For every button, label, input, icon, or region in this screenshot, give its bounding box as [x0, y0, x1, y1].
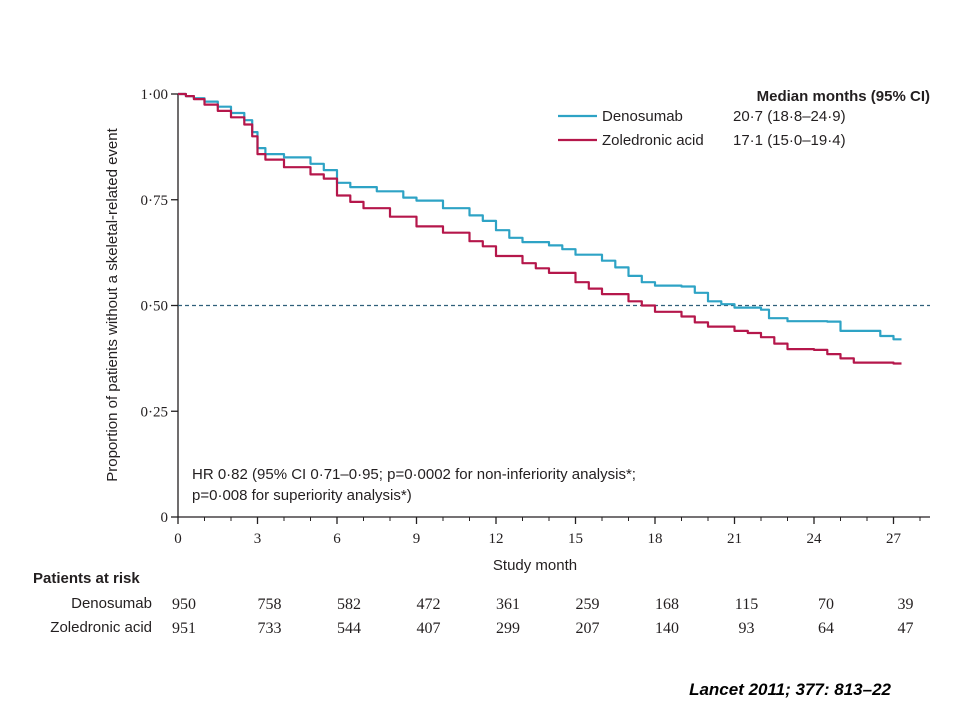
risk-value: 47	[898, 620, 914, 637]
x-tick-label: 15	[568, 531, 583, 547]
legend-median-zoledronic: 17·1 (15·0–19·4)	[733, 132, 846, 149]
x-tick-label: 0	[174, 531, 182, 547]
zoledronic-acid-curve	[178, 92, 902, 365]
axes: 0 0·25 0·50 0·75 1·00 0 3 6 9 12 15 18 21 24 27	[141, 87, 930, 547]
risk-row-label-zoledronic: Zoledronic acid	[50, 619, 152, 636]
x-axis-title: Study month	[493, 557, 577, 574]
legend-header: Median months (95% CI)	[757, 88, 930, 105]
risk-value: 64	[818, 620, 834, 637]
risk-value: 951	[172, 620, 196, 637]
x-tick-label: 6	[333, 531, 341, 547]
y-tick-label: 0·25	[141, 404, 169, 420]
risk-value: 115	[735, 596, 758, 613]
y-tick-label: 0·75	[141, 193, 169, 209]
x-tick-label: 24	[807, 531, 823, 547]
risk-value: 140	[655, 620, 679, 637]
denosumab-curve	[178, 92, 902, 341]
risk-value: 472	[417, 596, 441, 613]
risk-value: 168	[655, 596, 679, 613]
legend-label-denosumab: Denosumab	[602, 108, 683, 125]
x-tick-label: 3	[254, 531, 262, 547]
legend: Median months (95% CI) Denosumab 20·7 (1…	[558, 88, 930, 149]
risk-value: 733	[258, 620, 282, 637]
risk-value: 207	[576, 620, 600, 637]
risk-value: 93	[739, 620, 755, 637]
risk-row-label-denosumab: Denosumab	[71, 595, 152, 612]
hazard-ratio-line2: p=0·008 for superiority analysis*)	[192, 487, 412, 504]
risk-value: 259	[576, 596, 600, 613]
citation: Lancet 2011; 377: 813–22	[689, 680, 891, 699]
legend-median-denosumab: 20·7 (18·8–24·9)	[733, 108, 846, 125]
risk-value: 39	[898, 596, 914, 613]
legend-label-zoledronic: Zoledronic acid	[602, 132, 704, 149]
x-tick-label: 12	[489, 531, 504, 547]
x-tick-label: 18	[648, 531, 663, 547]
x-tick-label: 9	[413, 531, 421, 547]
y-tick-label: 0	[161, 510, 169, 526]
risk-value: 299	[496, 620, 520, 637]
x-tick-label: 27	[886, 531, 902, 547]
risk-value: 544	[337, 620, 361, 637]
risk-value: 407	[417, 620, 441, 637]
hazard-ratio-line1: HR 0·82 (95% CI 0·71–0·95; p=0·0002 for …	[192, 466, 636, 483]
risk-table-title: Patients at risk	[33, 570, 140, 587]
risk-table-values: 950 758 582 472 361 259 168 115 70 39 951 733 544 407…	[172, 596, 914, 637]
survival-curves	[178, 92, 902, 365]
x-tick-label: 21	[727, 531, 742, 547]
y-tick-label: 1·00	[141, 87, 169, 103]
y-axis-title: Proportion of patients without a skeleta…	[104, 127, 121, 481]
risk-value: 361	[496, 596, 520, 613]
y-tick-label: 0·50	[141, 299, 169, 315]
risk-value: 950	[172, 596, 196, 613]
risk-value: 70	[818, 596, 834, 613]
risk-value: 758	[258, 596, 282, 613]
risk-value: 582	[337, 596, 361, 613]
